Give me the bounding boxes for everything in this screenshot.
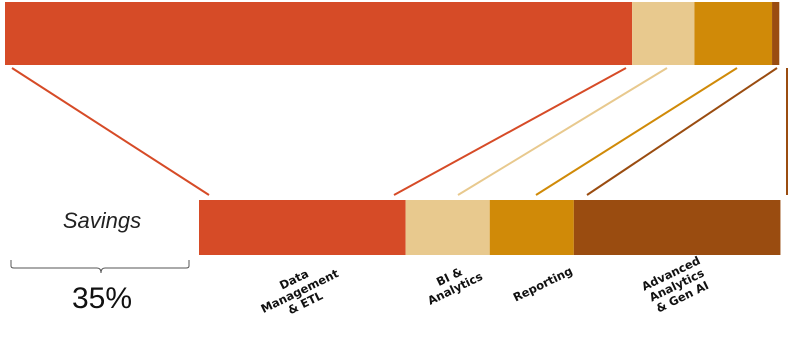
before-bar [5,2,780,65]
savings-brace [10,260,190,274]
after-segment-0 [199,200,406,255]
connector-line-1 [393,67,627,196]
savings-value: 35% [71,282,133,315]
connector-line-4 [586,67,778,196]
before-segment-2 [694,2,773,65]
connector-line-3 [535,67,738,196]
connector-line-0 [11,67,210,196]
before-segment-0 [5,2,633,65]
before-segment-3 [772,2,780,65]
after-segment-3 [573,200,781,255]
savings-label: Savings [62,208,142,233]
after-bar [199,200,781,255]
connector-line-2 [457,67,668,196]
after-segment-1 [405,200,490,255]
connector-lines [11,67,788,196]
after-segment-2 [489,200,574,255]
before-segment-1 [632,2,695,65]
